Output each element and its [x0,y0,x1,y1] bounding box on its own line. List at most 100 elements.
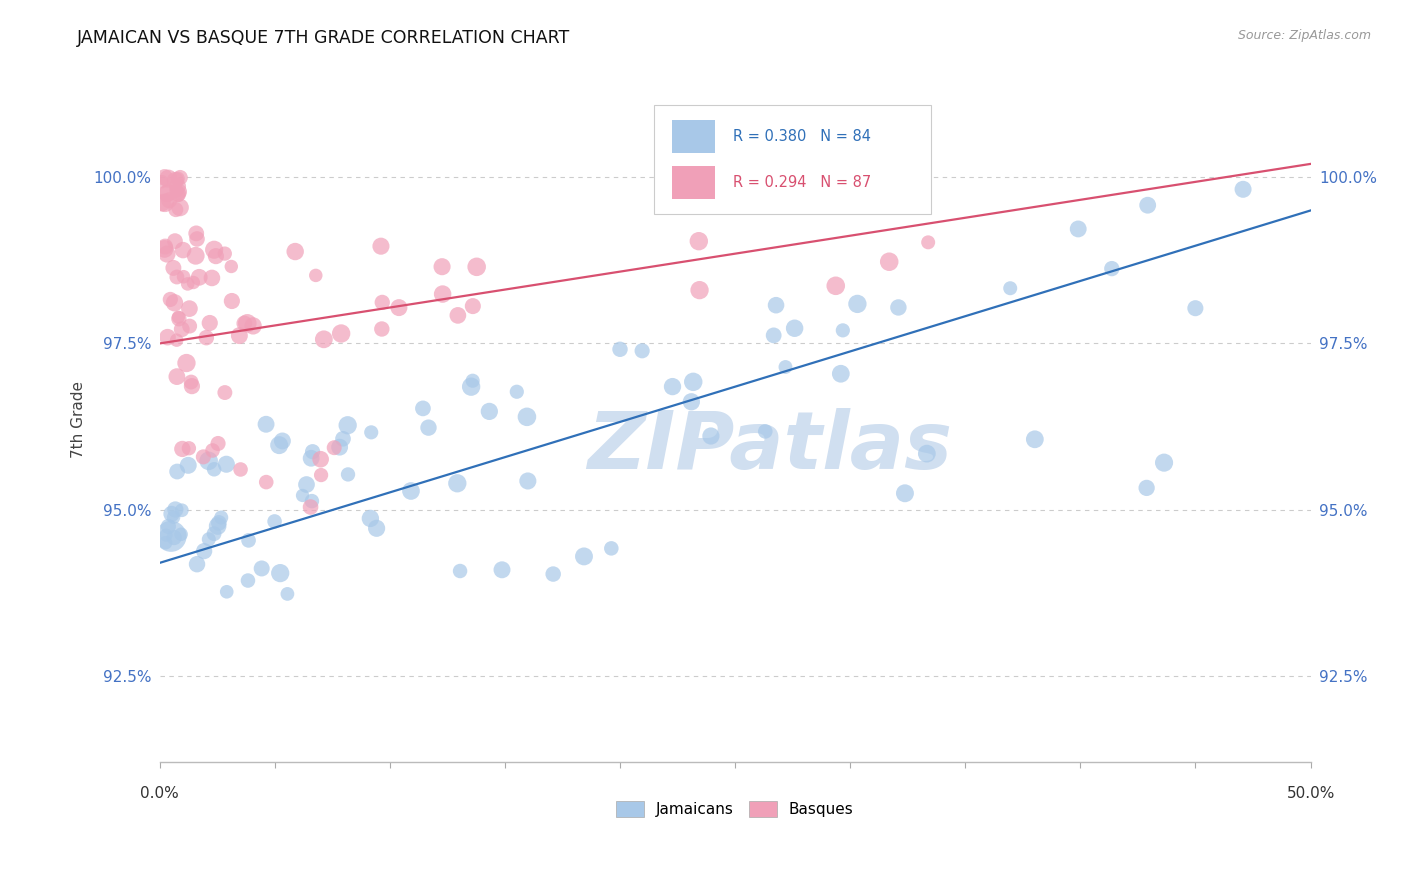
Point [371,295,394,310]
Point [167,310,190,324]
Point [163,295,186,310]
FancyBboxPatch shape [654,105,931,214]
Point [254,417,277,432]
Point [1232,182,1254,196]
Point [1184,301,1206,316]
Point [299,500,322,514]
Text: 0.0%: 0.0% [141,786,179,801]
Point [388,301,411,315]
Point [165,502,187,516]
Point [163,531,186,545]
Point [461,374,484,388]
Point [209,510,232,524]
Point [1101,261,1123,276]
Point [299,451,322,466]
Point [830,367,852,381]
Point [846,297,869,311]
Point [155,528,177,542]
Point [153,170,176,185]
Point [162,260,184,275]
Point [186,557,208,571]
Point [167,186,190,201]
Point [301,444,323,458]
Point [205,249,228,263]
Point [305,268,328,283]
Point [329,440,352,454]
Point [312,332,335,346]
Point [430,260,453,274]
Point [221,260,243,274]
Point [201,271,224,285]
Point [202,243,225,257]
Point [330,326,353,341]
Point [449,564,471,578]
Point [170,322,193,336]
Point [291,488,314,502]
Point [250,561,273,575]
Point [754,425,776,439]
Point [202,462,225,476]
Point [193,450,215,464]
Point [762,328,785,343]
Point [271,434,294,448]
Point [186,227,208,241]
Point [631,343,654,358]
Point [167,311,190,326]
Point [682,375,704,389]
Point [366,521,388,535]
Point [215,457,238,471]
Bar [672,120,716,153]
Point [166,369,188,384]
Point [370,239,392,253]
Point [208,516,231,530]
Point [412,401,434,416]
Point [153,195,176,210]
Point [323,441,346,455]
Point [176,277,198,291]
Point [179,301,201,316]
Point [478,404,501,418]
Point [446,476,468,491]
Point [169,170,191,185]
Point [193,544,215,558]
Point [172,243,194,257]
Point [166,184,188,198]
Point [181,379,204,393]
Point [263,515,285,529]
Point [177,442,200,456]
Point [156,186,179,201]
Point [221,293,243,308]
Point [1067,222,1090,236]
Point [165,174,187,188]
Point [516,409,538,424]
Point [831,323,853,337]
Point [1000,281,1022,295]
Point [541,567,564,582]
Point [295,477,318,491]
Point [332,432,354,446]
Point [156,186,179,200]
Point [432,287,454,301]
Point [157,171,180,186]
Y-axis label: 7th Grade: 7th Grade [72,382,86,458]
Text: Source: ZipAtlas.com: Source: ZipAtlas.com [1237,29,1371,42]
Point [399,483,422,498]
Point [783,321,806,335]
Point [207,519,229,533]
Point [169,201,191,215]
Point [166,171,188,186]
Point [180,375,202,389]
Point [661,379,683,393]
Point [214,246,236,260]
Point [915,447,938,461]
Text: JAMAICAN VS BASQUE 7TH GRADE CORRELATION CHART: JAMAICAN VS BASQUE 7TH GRADE CORRELATION… [77,29,571,46]
Point [233,317,256,331]
Text: 50.0%: 50.0% [1286,786,1334,801]
Text: R = 0.380   N = 84: R = 0.380 N = 84 [733,128,870,144]
Point [336,418,359,433]
Point [214,385,236,400]
Point [359,511,381,525]
Point [197,454,219,468]
Point [600,541,623,556]
Point [276,587,298,601]
